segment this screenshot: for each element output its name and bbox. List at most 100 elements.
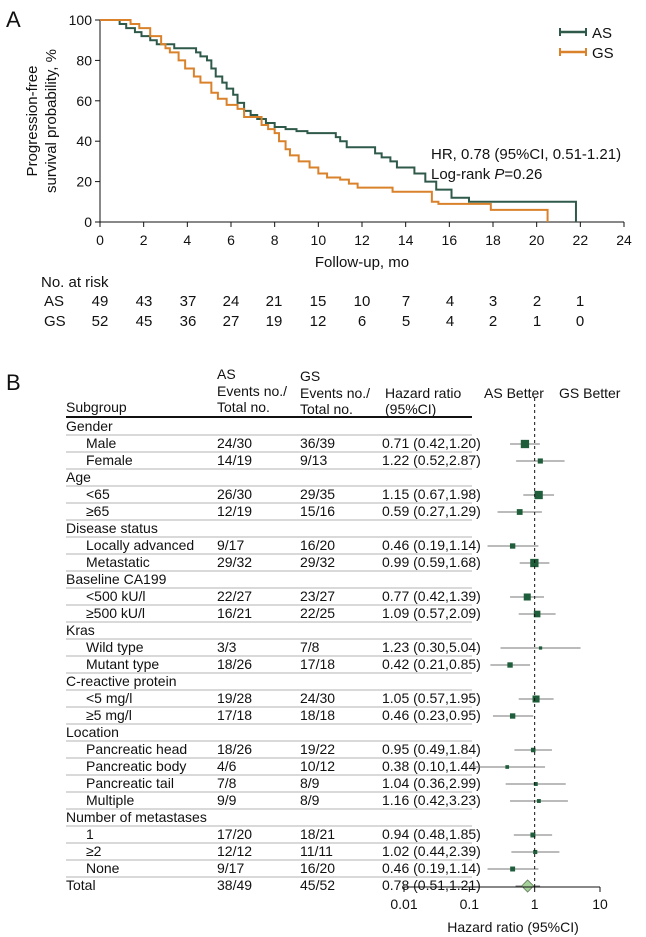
forest-row-label: <500 kU/l: [86, 588, 146, 604]
km-xtick-label: 8: [271, 232, 279, 248]
forest-point: [533, 849, 538, 855]
forest-point: [533, 610, 541, 618]
header-gs-better: GS Better: [559, 385, 621, 401]
header-as-line1: AS: [217, 366, 236, 382]
km-ylabel-line2: survival probability, %: [43, 49, 60, 193]
km-curve-as: [100, 19, 577, 222]
forest-point: [509, 543, 516, 549]
km-xtick-label: 4: [183, 232, 191, 248]
risk-count: 1: [533, 313, 541, 330]
risk-table-rows: AS 49 43 37 24 21 15 10 7 4 3 2 1GS 52 45 36 27 19 12 6 5 4 2 1…: [44, 293, 584, 330]
risk-count: 2: [489, 313, 497, 330]
forest-gs-events: 45/52: [300, 877, 335, 893]
forest-row-label: Female: [86, 452, 133, 468]
forest-point: [537, 458, 543, 464]
risk-count: 6: [358, 313, 366, 330]
risk-count: 37: [180, 293, 197, 310]
forest-hr-text: 0.38 (0.10,1.44): [382, 758, 481, 774]
logrank-prefix: Log-rank: [431, 166, 494, 183]
forest-tick-label: 0.01: [390, 896, 417, 912]
risk-table: No. at risk AS 49 43 37 24 21 15 10 7 4 3 2 1GS 52 45 3…: [41, 274, 584, 330]
risk-count: 27: [223, 313, 240, 330]
forest-gs-events: 7/8: [300, 639, 320, 655]
forest-hr-text: 1.02 (0.44,2.39): [382, 843, 481, 859]
forest-row-label: Mutant type: [86, 656, 159, 672]
header-as-better: AS Better: [484, 385, 544, 401]
risk-count: 4: [446, 293, 454, 310]
panel-b-label: B: [6, 370, 21, 395]
forest-as-events: 38/49: [217, 877, 252, 893]
km-y-ticks: 0 20 40 60 80 100: [69, 12, 100, 230]
forest-gs-events: 22/25: [300, 605, 335, 621]
km-ytick-label: 80: [76, 52, 92, 68]
km-xtick-label: 6: [227, 232, 235, 248]
forest-as-events: 14/19: [217, 452, 252, 468]
header-gs-line2: Events no./: [300, 385, 370, 401]
forest-group-label: Kras: [66, 622, 95, 638]
logrank-p: P: [494, 166, 504, 183]
forest-point: [530, 747, 536, 753]
km-xtick-label: 18: [485, 232, 501, 248]
forest-row-label: Locally advanced: [86, 537, 194, 553]
forest-hr-text: 1.04 (0.36,2.99): [382, 775, 481, 791]
forest-as-events: 12/19: [217, 503, 252, 519]
risk-count: 52: [92, 313, 109, 330]
forest-point: [534, 490, 543, 500]
forest-hr-text: 0.46 (0.19,1.14): [382, 860, 481, 876]
forest-gs-events: 16/20: [300, 860, 335, 876]
forest-point: [510, 866, 516, 872]
km-logrank-annotation: Log-rank P=0.26: [431, 166, 542, 183]
header-hr-line2: (95%CI): [385, 401, 436, 417]
km-hr-annotation: HR, 0.78 (95%CI, 0.51-1.21): [431, 146, 621, 163]
forest-hr-text: 1.09 (0.57,2.09): [382, 605, 481, 621]
km-xtick-label: 14: [398, 232, 414, 248]
forest-point: [507, 662, 513, 668]
forest-gs-events: 18/18: [300, 707, 335, 723]
forest-as-events: 24/30: [217, 435, 252, 451]
forest-gs-events: 17/18: [300, 656, 335, 672]
forest-row-label: <65: [86, 486, 110, 502]
forest-gs-events: 24/30: [300, 690, 335, 706]
forest-gs-events: 29/32: [300, 554, 335, 570]
forest-point: [536, 799, 541, 803]
forest-as-events: 16/21: [217, 605, 252, 621]
forest-row-label: ≥500 kU/l: [86, 605, 145, 621]
risk-count: 7: [402, 293, 410, 310]
forest-row-label: <5 mg/l: [86, 690, 132, 706]
header-as-line3: Total no.: [217, 399, 270, 415]
forest-hr-text: 0.95 (0.49,1.84): [382, 741, 481, 757]
forest-as-events: 9/17: [217, 537, 244, 553]
forest-row-label: Pancreatic tail: [86, 775, 174, 791]
risk-count: 19: [266, 313, 283, 330]
forest-point: [523, 593, 531, 601]
forest-axis: 0.01 0.1 1 10 Hazard ratio (95%CI): [390, 886, 608, 935]
forest-hr-text: 1.22 (0.52,2.87): [382, 452, 481, 468]
header-gs-line3: Total no.: [300, 401, 353, 417]
forest-axis-label: Hazard ratio (95%CI): [447, 919, 579, 935]
forest-ticks: 0.01 0.1 1 10: [390, 887, 608, 912]
forest-hr-text: 0.46 (0.23,0.95): [382, 707, 481, 723]
legend-gs-label: GS: [592, 45, 614, 62]
forest-as-events: 9/9: [217, 792, 237, 808]
forest-hr-text: 0.46 (0.19,1.14): [382, 537, 481, 553]
forest-header: AS Events no./ Total no. GS Events no./ …: [66, 366, 621, 418]
risk-count: 15: [310, 293, 327, 310]
forest-group-label: Number of metastases: [66, 809, 207, 825]
km-ytick-label: 100: [69, 12, 93, 28]
forest-point: [505, 765, 510, 769]
forest-group-label: Location: [66, 724, 119, 740]
forest-hr-text: 1.05 (0.57,1.95): [382, 690, 481, 706]
forest-row-label: Total: [66, 877, 96, 893]
forest-row-label: ≥2: [86, 843, 102, 859]
forest-hr-text: 0.71 (0.42,1.20): [382, 435, 481, 451]
forest-tick-label: 0.1: [460, 896, 480, 912]
forest-row-label: Metastatic: [86, 554, 150, 570]
forest-total-diamond: [521, 879, 535, 893]
forest-row-label: Male: [86, 435, 117, 451]
risk-count: 1: [576, 293, 584, 310]
km-ytick-label: 60: [76, 93, 92, 109]
km-ytick-label: 40: [76, 133, 92, 149]
risk-count: 5: [402, 313, 410, 330]
